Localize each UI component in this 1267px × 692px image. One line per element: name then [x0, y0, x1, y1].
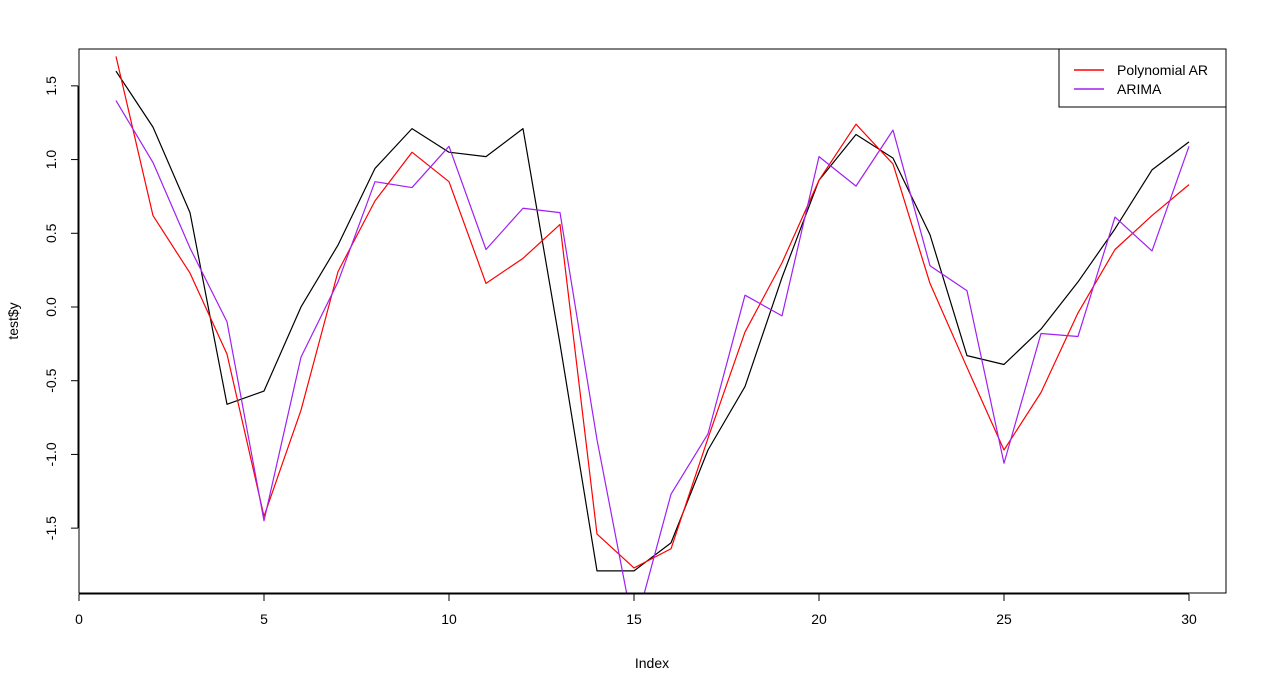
x-tick-label: 25	[996, 611, 1012, 627]
y-tick-label: 1.5	[43, 76, 59, 96]
x-axis: 0 5 10 15 20 25 30	[75, 593, 1197, 627]
legend-label: Polynomial AR	[1117, 62, 1208, 78]
series-line-polynomial-ar	[115, 56, 1190, 569]
x-tick-label: 5	[260, 611, 268, 627]
series-line-arima	[115, 100, 1190, 593]
x-tick-label: 15	[626, 611, 642, 627]
x-tick-label: 10	[441, 611, 457, 627]
y-tick-label: -0.5	[43, 368, 59, 392]
legend-label: ARIMA	[1117, 81, 1162, 97]
y-tick-label: 1.0	[43, 150, 59, 170]
x-tick-label: 30	[1181, 611, 1197, 627]
legend: Polynomial AR ARIMA	[1058, 48, 1227, 108]
x-axis-title: Index	[635, 655, 669, 671]
legend-box	[1058, 48, 1227, 108]
series-line-observed	[115, 70, 1190, 572]
y-tick-label: -1.0	[43, 442, 59, 466]
x-tick-label: 20	[811, 611, 827, 627]
y-tick-label: 0.0	[43, 297, 59, 317]
series-layer	[115, 56, 1190, 593]
y-axis-title: test$y	[5, 302, 21, 339]
plot-frame	[78, 48, 1227, 594]
y-tick-label: 0.5	[43, 223, 59, 243]
y-axis: -1.5 -1.0 -0.5 0.0 0.5 1.0 1.5	[43, 76, 79, 540]
y-tick-label: -1.5	[43, 516, 59, 540]
x-tick-label: 0	[75, 611, 83, 627]
